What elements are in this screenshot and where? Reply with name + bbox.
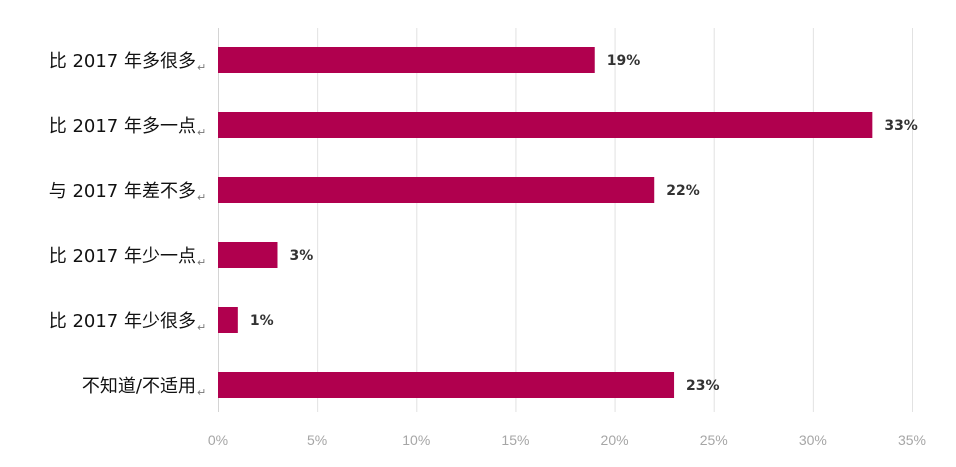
bar (218, 372, 675, 398)
grid-lines (218, 28, 913, 412)
bar (218, 177, 655, 203)
category-label: 不知道/不适用 (82, 376, 196, 397)
bar (218, 112, 873, 138)
x-tick-label: 25% (700, 432, 728, 448)
bar (218, 47, 595, 73)
paragraph-mark-icon: ↵ (197, 126, 206, 139)
data-label: 19% (607, 53, 641, 69)
paragraph-mark-icon: ↵ (197, 61, 206, 74)
data-labels: 19% 33% 22% 3% 1% 23% (250, 53, 918, 394)
x-tick-label: 35% (898, 432, 926, 448)
x-tick-label: 5% (307, 432, 327, 448)
paragraph-mark-icon: ↵ (197, 256, 206, 269)
x-tick-labels: 0% 5% 10% 15% 20% 25% 30% 35% (208, 432, 926, 448)
paragraph-mark-icon: ↵ (197, 386, 206, 399)
x-tick-label: 30% (799, 432, 827, 448)
category-label: 比 2017 年多很多 (49, 51, 196, 72)
data-label: 23% (686, 378, 720, 394)
data-label: 3% (289, 248, 313, 264)
category-label: 比 2017 年多一点 (49, 116, 196, 137)
category-label: 比 2017 年少一点 (49, 246, 196, 267)
category-labels: 比 2017 年多很多 ↵比 2017 年多一点 ↵与 2017 年差不多 ↵比 20… (49, 51, 206, 399)
x-tick-label: 20% (601, 432, 629, 448)
x-tick-label: 0% (208, 432, 228, 448)
category-label: 与 2017 年差不多 (49, 181, 196, 202)
category-label: 比 2017 年少很多 (49, 311, 196, 332)
x-tick-label: 15% (501, 432, 529, 448)
paragraph-mark-icon: ↵ (197, 321, 206, 334)
data-label: 1% (250, 313, 274, 329)
bar (218, 307, 238, 333)
bar (218, 242, 278, 268)
paragraph-mark-icon: ↵ (197, 191, 206, 204)
bars (218, 47, 873, 398)
x-tick-label: 10% (402, 432, 430, 448)
data-label: 33% (884, 118, 918, 134)
data-label: 22% (666, 183, 700, 199)
